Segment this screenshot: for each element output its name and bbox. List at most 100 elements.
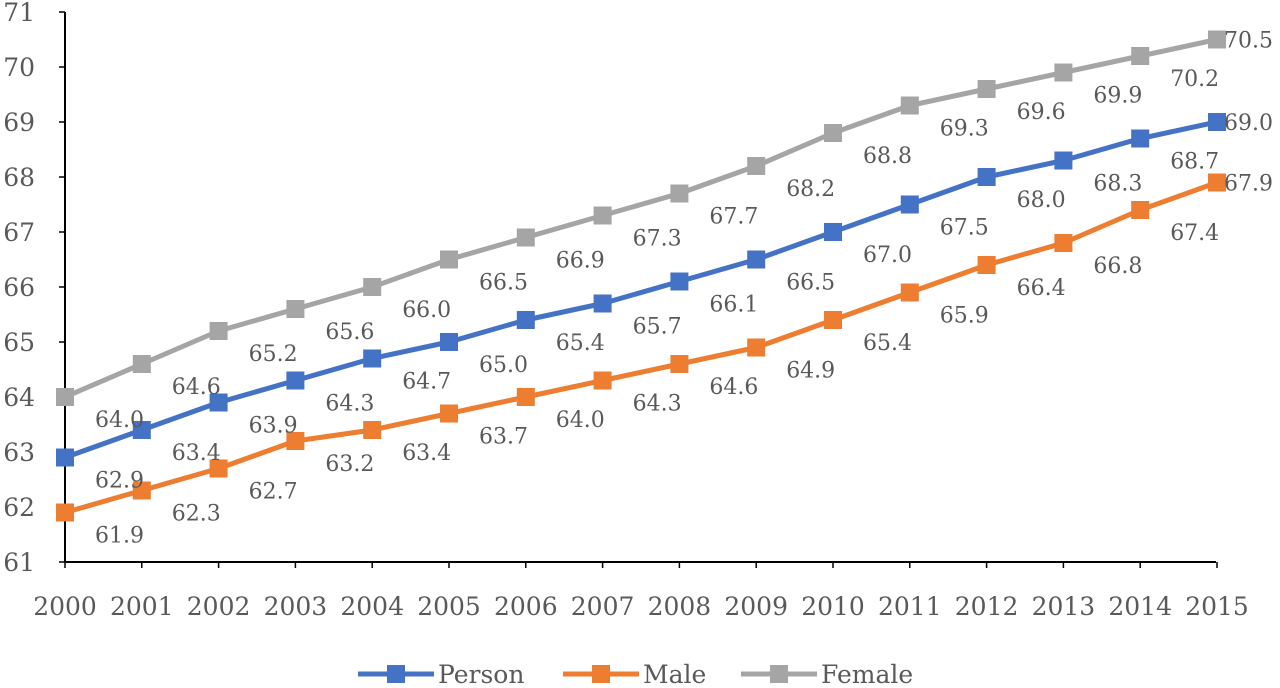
data-point-person bbox=[1131, 129, 1150, 148]
legend-marker-person bbox=[387, 665, 405, 683]
chart-series bbox=[56, 30, 1226, 522]
x-tick-label: 2001 bbox=[110, 592, 174, 621]
series-line-person bbox=[64, 119, 1218, 460]
legend-label-female: Female bbox=[821, 660, 913, 688]
data-label-person: 63.9 bbox=[249, 414, 298, 439]
data-point-female bbox=[440, 250, 458, 269]
x-tick-label: 2011 bbox=[878, 592, 942, 621]
data-label-person: 67.5 bbox=[940, 216, 989, 241]
data-point-person bbox=[747, 250, 766, 269]
data-point-male bbox=[824, 311, 842, 329]
data-label-person: 64.3 bbox=[325, 392, 374, 417]
data-point-person bbox=[670, 272, 689, 291]
data-point-person bbox=[363, 349, 382, 368]
data-label-female: 66.5 bbox=[479, 271, 528, 296]
data-label-male: 64.6 bbox=[709, 375, 758, 400]
x-tick-label: 2006 bbox=[494, 592, 558, 621]
y-tick-label: 62 bbox=[3, 493, 35, 522]
data-label-person: 65.7 bbox=[633, 315, 682, 340]
data-label-person: 66.1 bbox=[709, 293, 758, 318]
x-tick-label: 2007 bbox=[571, 592, 635, 621]
data-label-person: 68.7 bbox=[1170, 150, 1219, 175]
data-point-person bbox=[1208, 113, 1226, 131]
data-label-female: 66.0 bbox=[402, 298, 451, 323]
data-point-person bbox=[900, 195, 919, 214]
data-point-male bbox=[132, 481, 151, 500]
data-point-female bbox=[209, 322, 228, 340]
data-label-male: 66.8 bbox=[1093, 254, 1142, 279]
data-label-male: 63.4 bbox=[402, 441, 451, 466]
data-label-female: 68.8 bbox=[863, 144, 912, 169]
data-point-male bbox=[363, 421, 382, 439]
legend-marker-male bbox=[592, 665, 610, 683]
data-point-person bbox=[977, 168, 996, 186]
data-point-person bbox=[593, 294, 612, 313]
data-point-female bbox=[977, 80, 996, 98]
data-label-male: 61.9 bbox=[95, 524, 144, 549]
data-point-person bbox=[516, 311, 535, 329]
data-label-male: 67.9 bbox=[1224, 172, 1273, 197]
x-tick-label: 2005 bbox=[417, 592, 481, 621]
data-point-male bbox=[593, 371, 612, 390]
data-label-female: 70.5 bbox=[1224, 29, 1273, 54]
data-point-person bbox=[209, 393, 228, 412]
data-point-female bbox=[56, 388, 74, 406]
data-label-person: 69.0 bbox=[1224, 111, 1273, 136]
data-label-person: 66.5 bbox=[786, 271, 835, 296]
data-point-male bbox=[56, 503, 74, 522]
data-label-male: 63.7 bbox=[479, 425, 528, 450]
data-label-male: 62.3 bbox=[172, 502, 221, 527]
data-label-male: 63.2 bbox=[325, 452, 374, 477]
data-label-male: 64.3 bbox=[633, 392, 682, 417]
y-tick-label: 70 bbox=[3, 53, 35, 82]
data-label-female: 64.0 bbox=[95, 408, 144, 433]
data-point-male bbox=[900, 283, 919, 302]
legend-label-person: Person bbox=[438, 660, 524, 688]
y-tick-label: 64 bbox=[3, 383, 35, 412]
y-tick-label: 66 bbox=[3, 273, 35, 302]
data-point-female bbox=[747, 157, 766, 175]
y-tick-label: 71 bbox=[3, 0, 35, 27]
data-label-person: 68.3 bbox=[1093, 172, 1142, 197]
data-point-female bbox=[363, 278, 382, 296]
data-label-male: 67.4 bbox=[1170, 221, 1219, 246]
data-point-person bbox=[56, 448, 74, 467]
x-tick-label: 2002 bbox=[187, 592, 251, 621]
y-tick-label: 67 bbox=[3, 218, 35, 247]
data-point-male bbox=[670, 355, 689, 373]
x-tick-label: 2013 bbox=[1032, 592, 1096, 621]
data-label-male: 65.4 bbox=[863, 331, 912, 356]
data-label-female: 69.6 bbox=[1017, 100, 1066, 125]
data-label-person: 64.7 bbox=[402, 370, 451, 395]
data-point-male bbox=[516, 388, 535, 406]
data-point-person bbox=[286, 371, 305, 390]
data-point-person bbox=[132, 421, 151, 439]
x-tick-label: 2008 bbox=[648, 592, 712, 621]
x-tick-label: 2015 bbox=[1185, 592, 1249, 621]
data-point-female bbox=[1131, 47, 1150, 65]
data-label-female: 64.6 bbox=[172, 375, 221, 400]
y-tick-label: 69 bbox=[3, 108, 35, 137]
data-point-female bbox=[516, 228, 535, 247]
data-point-female bbox=[1208, 30, 1226, 49]
data-label-person: 65.4 bbox=[556, 331, 605, 356]
series-line-male bbox=[64, 180, 1218, 515]
data-label-person: 62.9 bbox=[95, 469, 144, 494]
data-point-male bbox=[1054, 234, 1073, 252]
series-line-female bbox=[64, 37, 1218, 400]
data-point-female bbox=[670, 184, 689, 203]
data-point-male bbox=[440, 404, 458, 423]
data-point-male bbox=[209, 459, 228, 478]
data-label-female: 67.7 bbox=[709, 205, 758, 230]
data-label-male: 66.4 bbox=[1017, 276, 1066, 301]
data-label-male: 65.9 bbox=[940, 304, 989, 329]
data-label-female: 66.9 bbox=[556, 249, 605, 274]
data-label-male: 64.9 bbox=[786, 359, 835, 384]
legend-marker-female bbox=[770, 665, 788, 683]
x-tick-label: 2003 bbox=[264, 592, 328, 621]
data-label-male: 62.7 bbox=[249, 480, 298, 505]
data-point-person bbox=[824, 223, 842, 241]
data-label-person: 68.0 bbox=[1017, 188, 1066, 213]
y-tick-label: 65 bbox=[3, 328, 35, 357]
